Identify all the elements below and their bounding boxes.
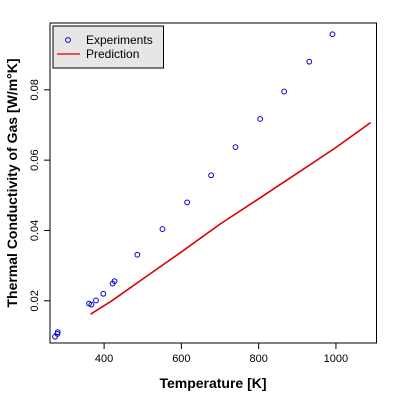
x-axis: 400 600 800 1000 xyxy=(95,343,348,365)
x-tick-label: 600 xyxy=(172,353,190,365)
x-tick-label: 800 xyxy=(249,353,267,365)
experiment-point xyxy=(306,58,313,65)
experiment-point xyxy=(159,226,166,232)
experiment-point xyxy=(281,88,288,95)
prediction-series xyxy=(90,121,372,315)
experiment-point xyxy=(54,329,61,335)
x-axis-title: Temperature [K] xyxy=(159,375,266,391)
legend-prediction-label: Prediction xyxy=(86,47,139,61)
experiment-point xyxy=(257,116,264,122)
y-tick-label: 0.02 xyxy=(29,290,41,311)
prediction-line xyxy=(90,121,372,315)
experiment-point xyxy=(232,144,239,151)
legend: Experiments Prediction xyxy=(52,25,164,69)
y-axis: 0.02 0.04 0.06 0.08 xyxy=(29,79,50,312)
legend-box xyxy=(52,25,164,69)
experiment-point xyxy=(100,290,107,297)
experiments-series xyxy=(52,31,336,340)
experiment-point xyxy=(208,172,215,179)
experiment-point xyxy=(111,278,118,285)
experiment-point xyxy=(134,251,141,258)
experiment-point xyxy=(93,297,99,304)
y-tick-label: 0.06 xyxy=(29,149,41,170)
y-axis-title: Thermal Conductivity of Gas [W/m°K] xyxy=(4,58,20,307)
plot-frame xyxy=(49,22,377,344)
experiment-point xyxy=(88,301,95,308)
legend-experiments-label: Experiments xyxy=(86,33,153,47)
y-tick-label: 0.04 xyxy=(29,220,41,241)
x-tick-label: 1000 xyxy=(324,353,348,365)
y-tick-label: 0.08 xyxy=(29,79,41,100)
x-tick-label: 400 xyxy=(95,353,113,365)
experiment-point xyxy=(329,31,336,38)
legend-experiments-marker xyxy=(65,37,71,43)
experiment-point xyxy=(184,199,191,206)
